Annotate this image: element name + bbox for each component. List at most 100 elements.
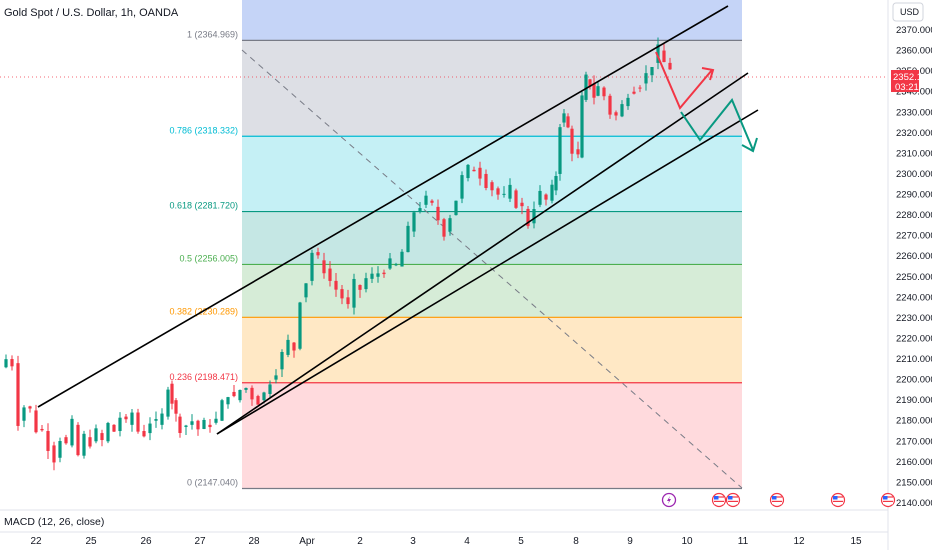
date-tick-label: 9 (627, 536, 633, 547)
candle-body (220, 400, 224, 421)
candle-body (662, 50, 666, 63)
channel-line-2 (216, 72, 749, 435)
candle-body (160, 413, 164, 425)
channel-line-1 (37, 5, 729, 408)
candle-body (46, 431, 50, 451)
candle-body (112, 424, 116, 432)
candle-body (538, 190, 542, 205)
fib-zone (242, 136, 742, 212)
price-tick-label: 2260.000 (896, 251, 932, 262)
candle-body (340, 289, 344, 299)
candle-body (394, 264, 398, 266)
candle-body (334, 280, 338, 290)
candle-body (656, 44, 660, 63)
trend-channel[interactable] (37, 5, 759, 435)
price-tick-label: 2210.000 (896, 354, 932, 365)
currency-selector[interactable]: USD (892, 2, 924, 22)
fib-level-label: 0.236 (2198.471) (169, 372, 238, 382)
candle-body (614, 112, 618, 116)
fib-zone-top (242, 0, 742, 41)
candle-body (328, 268, 332, 281)
date-tick-label: 26 (140, 536, 152, 547)
candle-body (136, 412, 140, 432)
candle-body (460, 175, 464, 199)
flag-canton (728, 496, 733, 500)
candle-body (268, 384, 272, 395)
fib-level-label: 0.786 (2318.332) (169, 125, 238, 135)
flag-canton (833, 496, 838, 500)
candle-body (34, 410, 38, 433)
candle-body (58, 441, 62, 458)
candle-body (76, 424, 80, 456)
price-tick-label: 2190.000 (896, 395, 932, 406)
chart-grid (0, 0, 889, 550)
price-tick-label: 2180.000 (896, 416, 932, 427)
candle-body (184, 425, 188, 427)
candle-body (322, 260, 326, 274)
price-tick-label: 2330.000 (896, 107, 932, 118)
candle-body (608, 95, 612, 115)
candle-body (592, 83, 596, 98)
flag-canton (772, 496, 777, 500)
fib-level-label: 0 (2147.040) (187, 478, 238, 488)
candle-body (238, 389, 242, 401)
channel-line-3 (216, 109, 759, 435)
candle-body (244, 387, 248, 390)
candle-body (10, 359, 14, 367)
date-tick-label: 28 (248, 536, 260, 547)
price-tick-label: 2250.000 (896, 272, 932, 283)
candle-body (16, 363, 20, 426)
candle-body (668, 62, 672, 70)
candle-body (650, 67, 654, 76)
price-tick-label: 2360.000 (896, 46, 932, 57)
candle-body (70, 418, 74, 446)
date-tick-label: 5 (518, 536, 524, 547)
fib-level-label: 0.618 (2281.720) (169, 201, 238, 211)
flag-circle (725, 492, 741, 508)
date-tick-label: 2 (357, 536, 363, 547)
date-tick-label: 4 (464, 536, 470, 547)
us-flag-event-icon[interactable] (880, 492, 896, 508)
candle-body (106, 422, 110, 442)
us-flag-event-icon[interactable] (725, 492, 741, 508)
us-flag-event-icon[interactable] (711, 492, 727, 508)
event-icons[interactable] (661, 492, 896, 508)
candle-body (576, 149, 580, 155)
candle-body (570, 128, 574, 154)
time-axis[interactable]: 22 25 26 27 28 Apr 2 3 4 5 8 9 10 11 12 15 (30, 536, 862, 547)
candle-body (406, 225, 410, 253)
candle-body (562, 113, 566, 123)
flag-circle (769, 492, 785, 508)
candle-body (178, 416, 182, 433)
projection-arrows[interactable] (655, 51, 758, 153)
price-tick-label: 2240.000 (896, 292, 932, 303)
macd-indicator-label[interactable]: MACD (12, 26, close) (4, 516, 104, 528)
date-tick-label: 25 (85, 536, 97, 547)
candle-body (580, 95, 584, 158)
us-flag-event-icon[interactable] (830, 492, 846, 508)
date-tick-label: 11 (738, 536, 749, 547)
price-axis[interactable]: 2370.0002360.0002350.0002340.0002330.000… (896, 25, 932, 509)
candle-body (436, 206, 440, 221)
price-tick-label: 2220.000 (896, 333, 932, 344)
candle-body (454, 200, 458, 216)
candle-body (298, 302, 302, 349)
us-flag-event-icon[interactable] (769, 492, 785, 508)
fib-level-label: 1 (2364.969) (187, 29, 238, 39)
candle-body (526, 208, 530, 227)
candle-body (148, 423, 152, 434)
candle-body (532, 209, 536, 224)
date-tick-label: 10 (681, 536, 693, 547)
price-tick-label: 2370.000 (896, 25, 932, 36)
candle-body (400, 251, 404, 267)
lightning-event-icon[interactable] (661, 492, 677, 508)
candle-body (196, 420, 200, 430)
candle-body (596, 86, 600, 96)
projection-arrow-down (680, 98, 754, 151)
candle-body (644, 73, 648, 84)
candle-body (588, 79, 592, 87)
candle-body (208, 424, 212, 428)
candle-body (304, 283, 308, 298)
current-price-value: 2352.185 (893, 72, 932, 83)
